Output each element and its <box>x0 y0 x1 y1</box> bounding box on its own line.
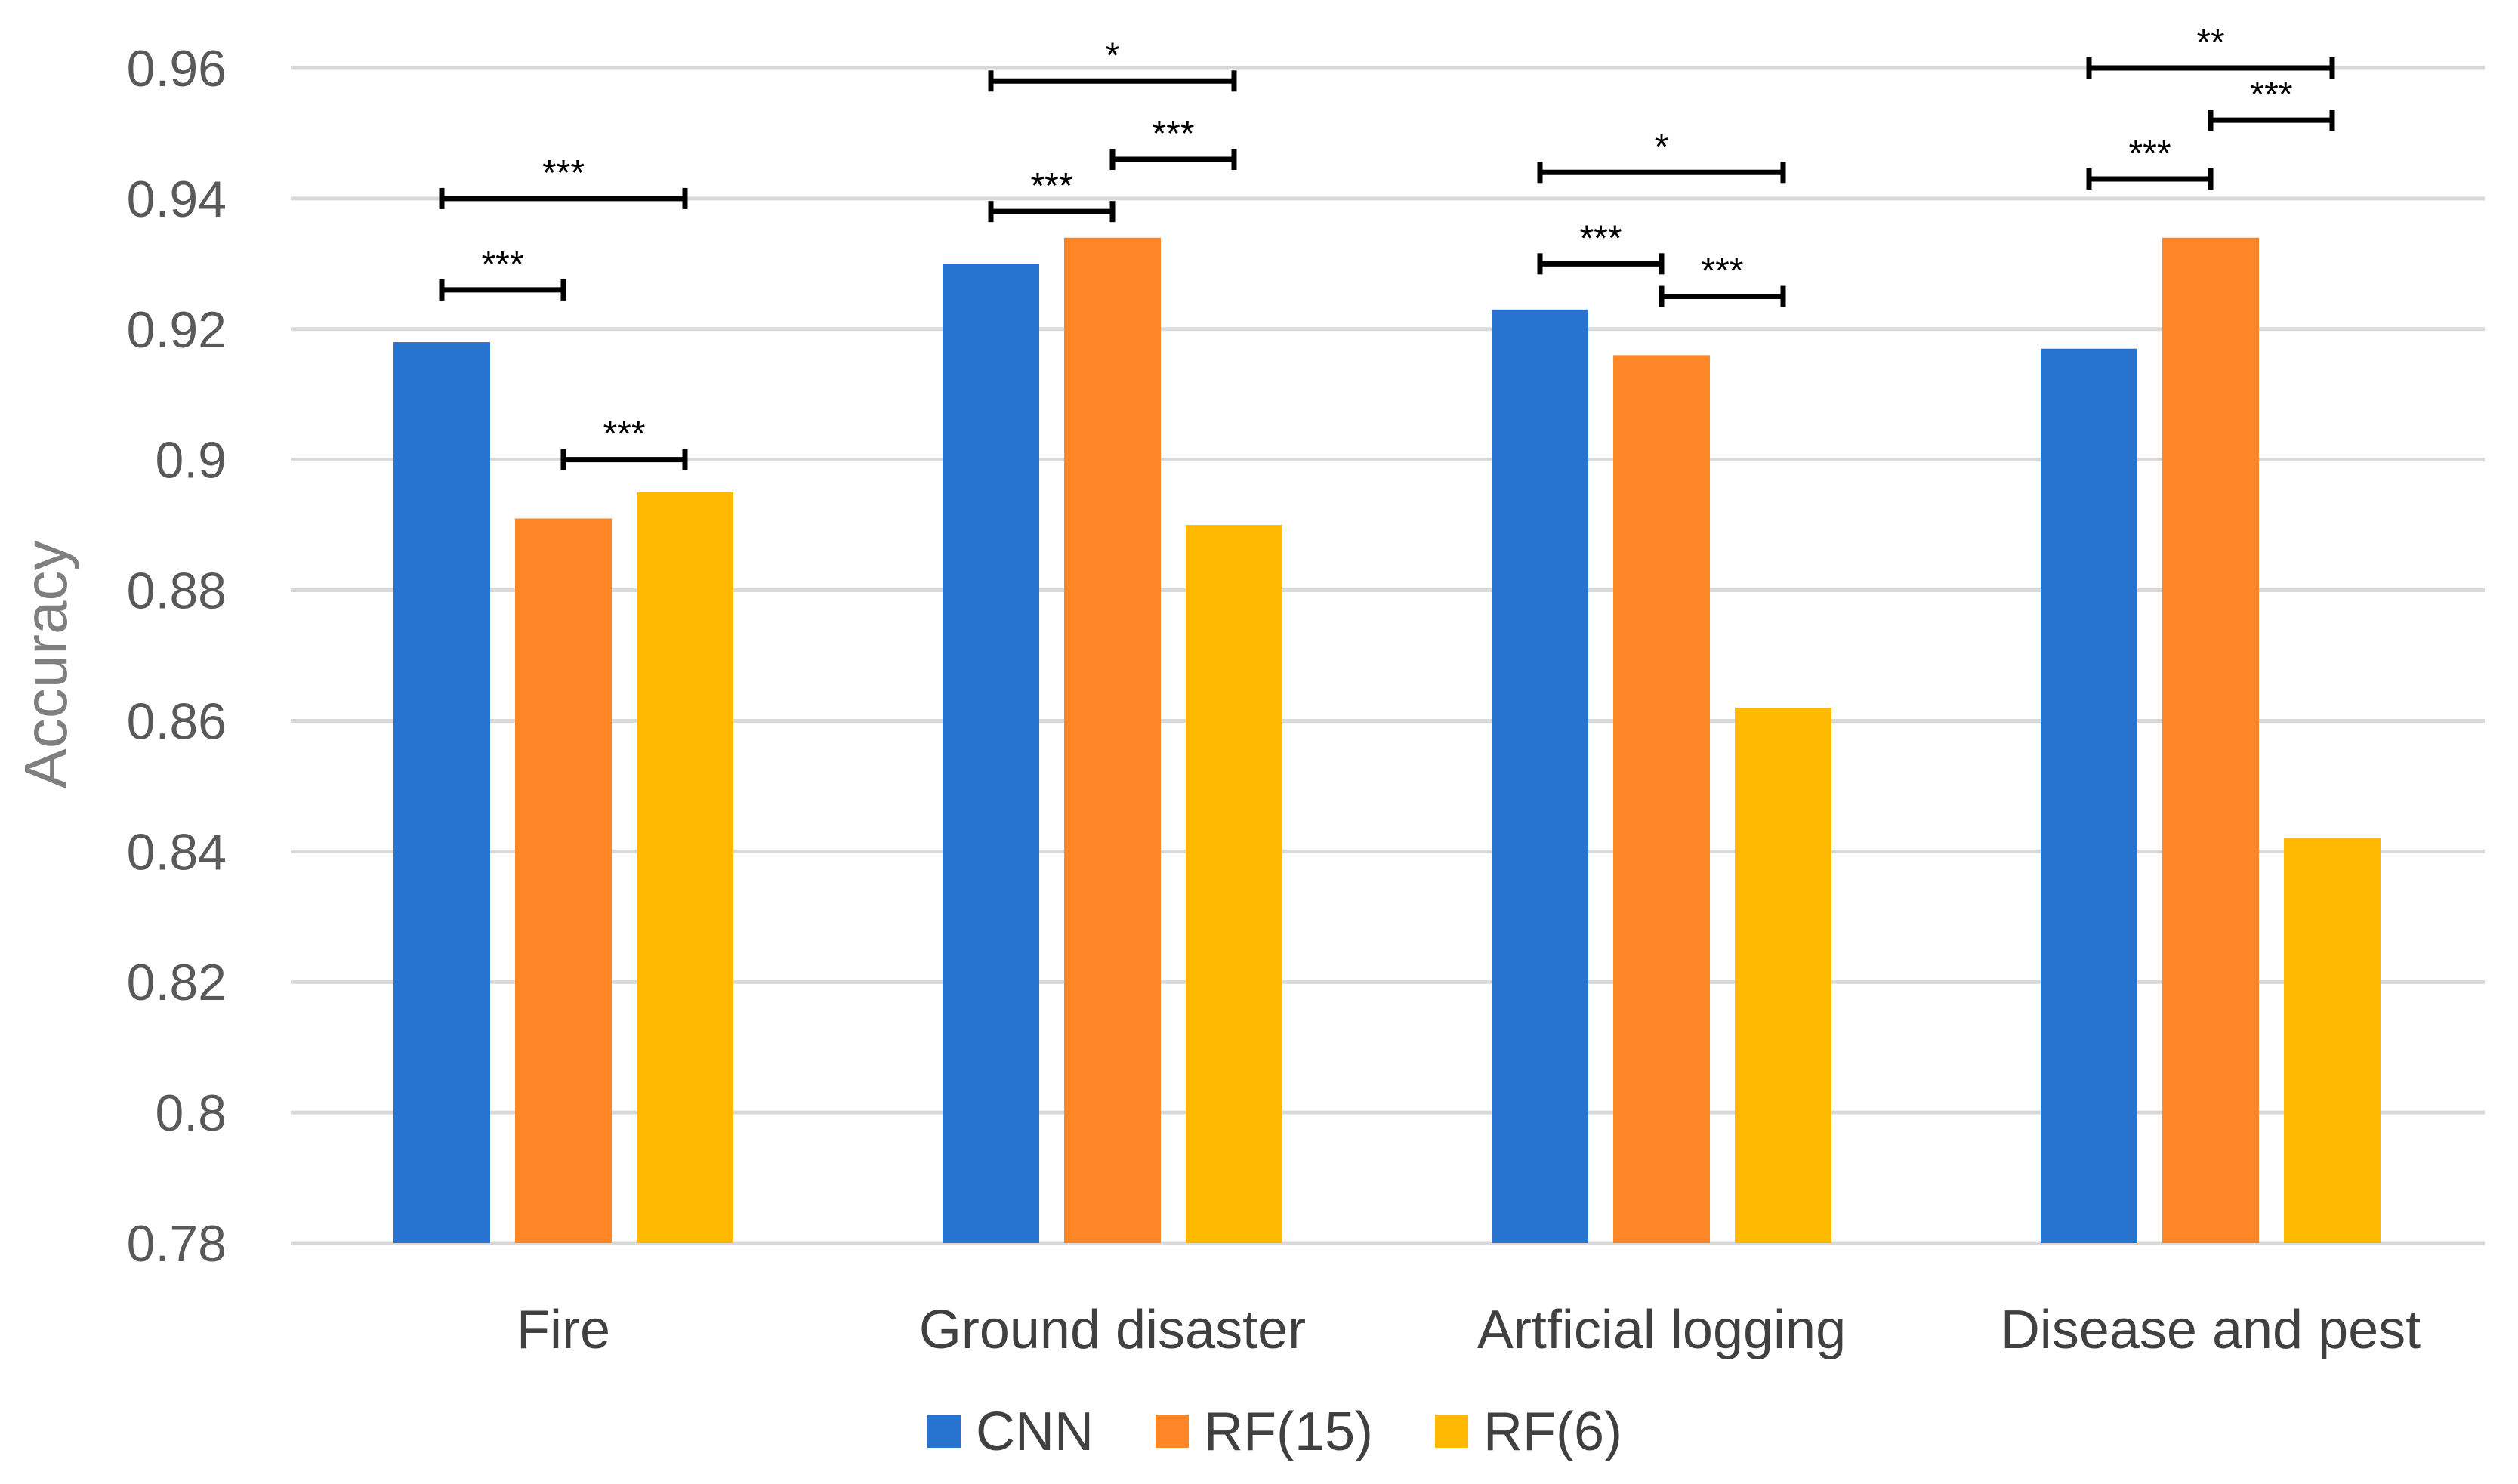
significance-label-10: ** <box>2196 23 2224 63</box>
y-tick-label-8: 0.94 <box>127 171 227 228</box>
significance-label-6: *** <box>1579 218 1622 258</box>
significance-bracket-10: ** <box>2086 23 2335 79</box>
legend-item-0: CNN <box>927 1402 1094 1462</box>
legend-swatch-1 <box>1156 1415 1189 1448</box>
significance-label-0: *** <box>481 245 523 285</box>
y-tick-label-4: 0.86 <box>127 693 227 750</box>
significance-label-2: *** <box>603 415 645 455</box>
category-label-1: Ground disaster <box>919 1300 1306 1360</box>
significance-label-3: *** <box>1030 166 1072 206</box>
significance-label-11: *** <box>2250 75 2292 115</box>
bar-cnn-3 <box>2041 348 2137 1243</box>
significance-bracket-4: * <box>988 35 1237 92</box>
y-tick-label-7: 0.92 <box>127 301 227 359</box>
y-tick-label-1: 0.8 <box>155 1084 227 1142</box>
bar-cnn-1 <box>943 264 1039 1243</box>
significance-bracket-1: *** <box>439 153 688 209</box>
y-tick-label-2: 0.82 <box>127 954 227 1011</box>
bar-cnn-0 <box>393 342 490 1244</box>
legend-label-1: RF(15) <box>1204 1402 1373 1462</box>
significance-bracket-9: *** <box>2086 134 2214 190</box>
legend-label-2: RF(6) <box>1483 1402 1622 1462</box>
significance-bracket-5: *** <box>1109 114 1237 171</box>
y-axis-title: Accuracy <box>12 541 79 789</box>
legend: CNN RF(15) RF(6) <box>927 1402 1622 1462</box>
significance-label-5: *** <box>1152 114 1194 154</box>
x-axis-categories: Fire Ground disaster Artficial logging Dise… <box>517 1300 2421 1360</box>
y-axis-ticks: 0.78 0.8 0.82 0.84 0.86 0.88 0.9 0.92 0.94 0.96 <box>127 40 227 1273</box>
bar-cnn-2 <box>1492 309 1588 1243</box>
y-tick-label-6: 0.9 <box>155 432 227 489</box>
significance-label-7: * <box>1655 127 1669 167</box>
legend-item-2: RF(6) <box>1435 1402 1622 1462</box>
legend-label-0: CNN <box>976 1402 1094 1462</box>
category-label-3: Disease and pest <box>2001 1300 2421 1360</box>
significance-bracket-2: *** <box>560 415 688 470</box>
bar-rf15-0 <box>515 518 612 1243</box>
bar-rf15-1 <box>1064 237 1161 1243</box>
y-tick-label-0: 0.78 <box>127 1215 227 1273</box>
significance-bracket-8: *** <box>1659 251 1786 307</box>
y-tick-label-9: 0.96 <box>127 40 227 97</box>
significance-label-1: *** <box>542 153 585 193</box>
legend-swatch-0 <box>927 1415 961 1448</box>
bar-rf15-3 <box>2162 237 2259 1243</box>
bar-rf6-3 <box>2284 838 2381 1243</box>
category-label-2: Artficial logging <box>1477 1300 1846 1360</box>
bar-rf6-1 <box>1186 525 1282 1243</box>
bar-rf6-0 <box>637 492 733 1243</box>
bar-rf6-2 <box>1735 708 1831 1243</box>
significance-brackets: ******************************* <box>439 23 2335 470</box>
legend-item-1: RF(15) <box>1156 1402 1373 1462</box>
significance-label-8: *** <box>1701 251 1743 292</box>
y-tick-label-3: 0.84 <box>127 823 227 881</box>
y-tick-label-5: 0.88 <box>127 563 227 620</box>
bar-rf15-2 <box>1613 355 1710 1243</box>
gridlines <box>291 66 2485 1245</box>
significance-label-4: * <box>1106 35 1120 76</box>
significance-bracket-11: *** <box>2208 75 2335 131</box>
significance-bracket-6: *** <box>1537 218 1665 275</box>
significance-label-9: *** <box>2128 134 2171 174</box>
significance-bracket-7: * <box>1537 127 1786 184</box>
significance-bracket-3: *** <box>988 166 1116 223</box>
significance-bracket-0: *** <box>439 245 566 301</box>
category-label-0: Fire <box>517 1300 610 1360</box>
bars <box>393 237 2381 1244</box>
legend-swatch-2 <box>1435 1415 1468 1448</box>
